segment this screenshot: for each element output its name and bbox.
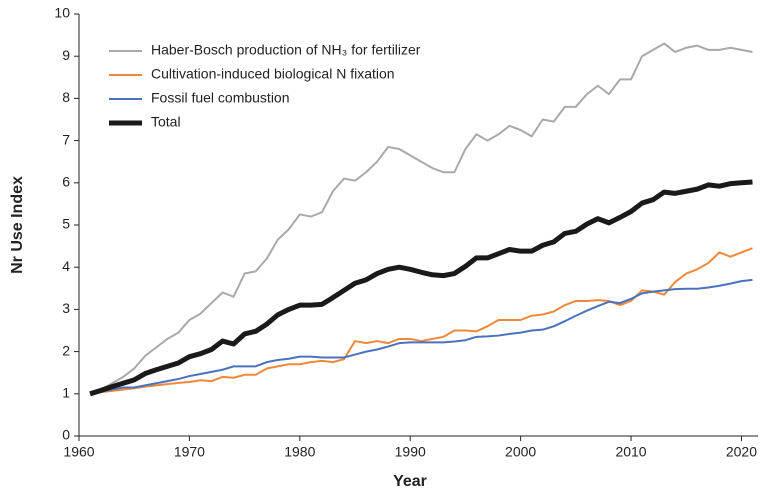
x-axis-label: Year bbox=[393, 473, 427, 490]
x-tick-label: 2010 bbox=[615, 444, 646, 460]
y-tick-label: 1 bbox=[62, 385, 70, 401]
series-line bbox=[89, 179, 753, 397]
y-tick-label: 0 bbox=[62, 427, 70, 443]
x-tick-label: 2000 bbox=[505, 444, 536, 460]
y-tick-label: 7 bbox=[62, 131, 70, 147]
y-tick-label: 8 bbox=[62, 89, 70, 105]
series-line bbox=[89, 247, 753, 395]
x-tick-label: 2020 bbox=[726, 444, 757, 460]
y-tick-label: 3 bbox=[62, 300, 70, 316]
y-tick-label: 9 bbox=[62, 47, 70, 63]
y-tick-label: 6 bbox=[62, 174, 70, 190]
y-tick-label: 4 bbox=[62, 258, 70, 274]
legend-label: Haber-Bosch production of NH₃ for fertil… bbox=[151, 42, 421, 58]
x-tick-label: 1990 bbox=[395, 444, 426, 460]
y-axis-label: Nr Use Index bbox=[9, 176, 26, 274]
x-tick-label: 1970 bbox=[174, 444, 205, 460]
y-tick-label: 2 bbox=[62, 342, 70, 358]
x-tick-label: 1960 bbox=[63, 444, 94, 460]
legend-label: Cultivation-induced biological N fixatio… bbox=[151, 66, 395, 82]
y-tick-label: 5 bbox=[62, 216, 70, 232]
y-tick-label: 10 bbox=[54, 5, 70, 21]
x-tick-label: 1980 bbox=[284, 444, 315, 460]
legend-label: Fossil fuel combustion bbox=[151, 90, 290, 106]
legend-label: Total bbox=[151, 114, 181, 130]
series-line bbox=[89, 278, 753, 395]
series-line bbox=[89, 42, 753, 395]
